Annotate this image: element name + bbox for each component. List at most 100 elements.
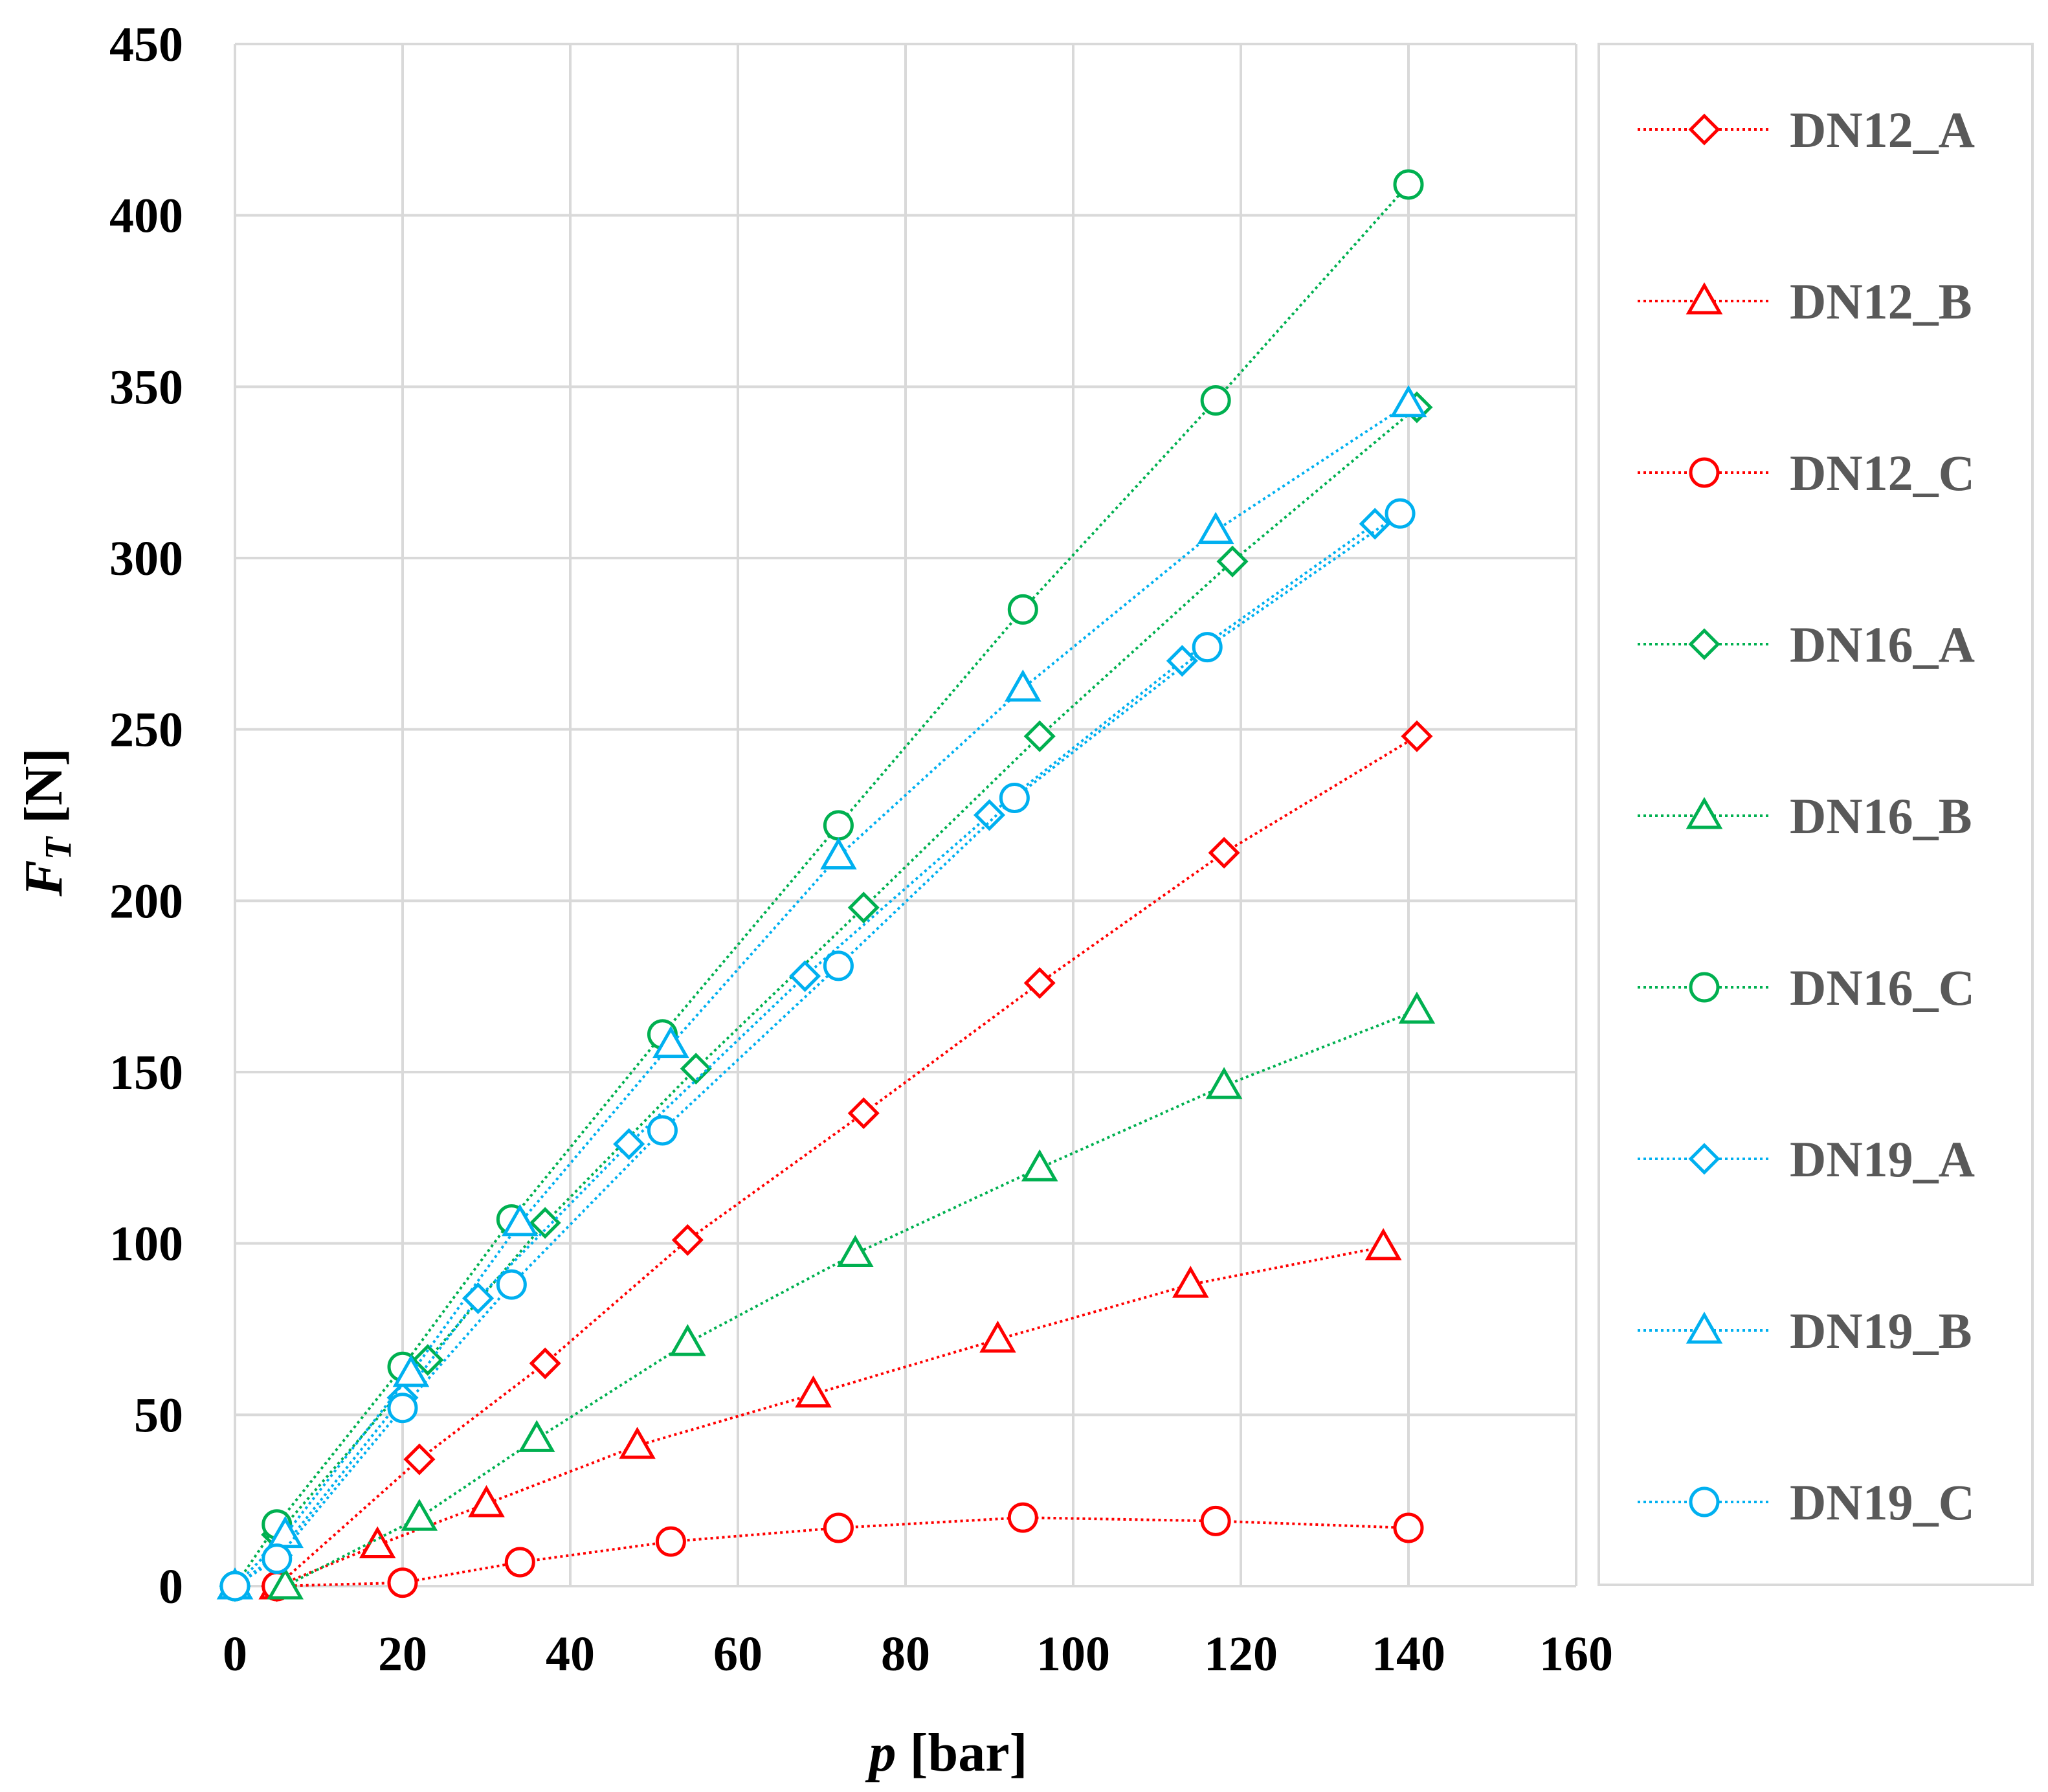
data-point-DN19_B-8 [1390, 385, 1427, 418]
data-point-DN16_A-5 [1023, 720, 1056, 752]
y-tick-label-400: 400 [109, 189, 183, 243]
legend-item-DN16_B: DN16_B [1638, 788, 1972, 844]
data-point-DN19_B-7 [1197, 511, 1234, 544]
data-point-DN19_C-8 [1385, 498, 1416, 529]
data-point-DN12_B-6 [1172, 1266, 1209, 1298]
legend-item-DN16_C: DN16_C [1638, 959, 1975, 1016]
x-tick-label-140: 140 [1372, 1627, 1445, 1681]
data-point-DN19_C-1 [262, 1543, 293, 1574]
data-point-DN19_B-4 [652, 1025, 689, 1058]
series-line-DN16_B [284, 1009, 1418, 1587]
data-point-DN19_B-6 [1004, 669, 1041, 702]
data-point-DN12_C-6 [1200, 1505, 1231, 1536]
y-tick-label-50: 50 [134, 1388, 183, 1442]
legend-item-DN12_C: DN12_C [1638, 445, 1975, 501]
series-DN16_C [219, 169, 1424, 1602]
data-point-DN19_C-6 [999, 783, 1030, 814]
data-point-DN19_A-8 [1359, 508, 1391, 540]
data-point-DN16_A-3 [680, 1053, 712, 1085]
legend-marker-DN19_C [1689, 1486, 1720, 1518]
x-tick-label-40: 40 [546, 1627, 595, 1681]
series-line-DN12_A [276, 735, 1418, 1587]
legend-label-DN12_C: DN12_C [1790, 445, 1975, 501]
data-point-DN16_B-7 [1398, 991, 1436, 1024]
legend-marker-DN12_B [1686, 282, 1723, 315]
data-point-DN16_B-1 [401, 1499, 438, 1531]
y-axis-ticks: 0 50 100 150 200 250 300 350 400 450 [109, 17, 183, 1614]
series-line-DN19_A [234, 522, 1376, 1587]
legend-marker-DN16_C [1689, 972, 1720, 1003]
data-point-DN16_B-6 [1205, 1067, 1243, 1099]
legend-label-DN19_B: DN19_B [1790, 1303, 1972, 1359]
data-point-DN12_A-2 [529, 1347, 561, 1380]
data-point-DN12_B-2 [468, 1484, 505, 1518]
data-point-DN16_C-6 [1007, 594, 1038, 625]
legend-item-DN19_A: DN19_A [1638, 1131, 1975, 1187]
legend-marker-DN12_A [1688, 113, 1720, 146]
y-axis-title: FT [N] [14, 748, 83, 897]
x-axis-ticks: 0 20 40 60 80 100 120 140 160 [223, 1627, 1613, 1681]
data-point-DN19_C-5 [823, 950, 854, 981]
x-tick-label-120: 120 [1204, 1627, 1278, 1681]
data-point-DN19_A-7 [1166, 645, 1198, 677]
data-point-DN16_A-1 [412, 1344, 444, 1376]
x-tick-label-160: 160 [1539, 1627, 1613, 1681]
data-point-DN16_B-3 [669, 1324, 706, 1356]
legend-marker-DN12_C [1689, 457, 1720, 488]
data-point-DN19_A-6 [973, 799, 1006, 831]
data-point-DN12_C-2 [504, 1547, 535, 1578]
data-point-DN12_A-4 [847, 1097, 880, 1130]
data-point-DN19_C-2 [387, 1393, 418, 1424]
x-tick-label-100: 100 [1036, 1627, 1110, 1681]
data-point-DN12_B-5 [979, 1320, 1016, 1353]
data-point-DN19_C-0 [219, 1571, 250, 1602]
data-point-DN12_C-1 [387, 1567, 418, 1598]
legend: DN12_A DN12_B DN12_C DN16_A DN16_B DN16_C DN19… [1638, 102, 1975, 1530]
data-point-DN19_B-3 [501, 1204, 539, 1237]
legend-item-DN19_B: DN19_B [1638, 1303, 1972, 1359]
data-point-DN16_A-4 [847, 891, 880, 924]
legend-item-DN16_A: DN16_A [1638, 616, 1975, 673]
x-tick-label-60: 60 [713, 1627, 762, 1681]
series-DN12_A [261, 720, 1433, 1602]
y-tick-label-100: 100 [109, 1217, 183, 1271]
legend-box [1597, 43, 2034, 1586]
legend-label-DN12_A: DN12_A [1790, 102, 1975, 158]
x-axis-title: p [bar] [865, 1723, 1028, 1783]
x-tick-label-0: 0 [223, 1627, 247, 1681]
data-point-DN16_C-7 [1200, 385, 1231, 416]
legend-label-DN16_B: DN16_B [1790, 788, 1972, 844]
data-point-DN12_C-7 [1393, 1512, 1424, 1543]
legend-label-DN16_A: DN16_A [1790, 616, 1975, 673]
data-point-DN19_B-2 [392, 1354, 430, 1387]
legend-item-DN19_C: DN19_C [1638, 1474, 1975, 1530]
y-tick-label-300: 300 [109, 532, 183, 586]
data-point-DN19_C-3 [496, 1269, 527, 1300]
legend-item-DN12_A: DN12_A [1638, 102, 1975, 158]
data-point-DN12_A-5 [1023, 967, 1056, 999]
data-point-DN12_B-3 [619, 1426, 656, 1459]
x-tick-label-80: 80 [881, 1627, 930, 1681]
data-point-DN16_C-8 [1393, 169, 1424, 200]
data-point-DN19_B-5 [820, 837, 857, 870]
y-tick-label-0: 0 [159, 1560, 183, 1614]
data-point-DN16_B-4 [836, 1235, 874, 1268]
y-tick-label-450: 450 [109, 17, 183, 72]
y-tick-label-250: 250 [109, 703, 183, 757]
data-point-DN12_A-1 [403, 1443, 436, 1475]
data-point-DN12_A-7 [1401, 720, 1433, 752]
legend-item-DN12_B: DN12_B [1638, 273, 1972, 330]
data-point-DN12_B-4 [795, 1375, 832, 1408]
legend-label-DN12_B: DN12_B [1790, 273, 1972, 330]
data-point-DN16_B-5 [1021, 1149, 1058, 1182]
y-tick-label-200: 200 [109, 874, 183, 928]
legend-marker-DN16_A [1688, 628, 1720, 660]
data-point-DN12_C-4 [823, 1512, 854, 1543]
series-group [216, 169, 1436, 1602]
series-DN19_C [219, 498, 1416, 1602]
legend-marker-DN19_A [1688, 1143, 1720, 1175]
data-point-DN16_A-2 [529, 1207, 561, 1239]
data-point-DN12_A-6 [1208, 836, 1240, 869]
data-point-DN19_A-4 [613, 1128, 645, 1160]
